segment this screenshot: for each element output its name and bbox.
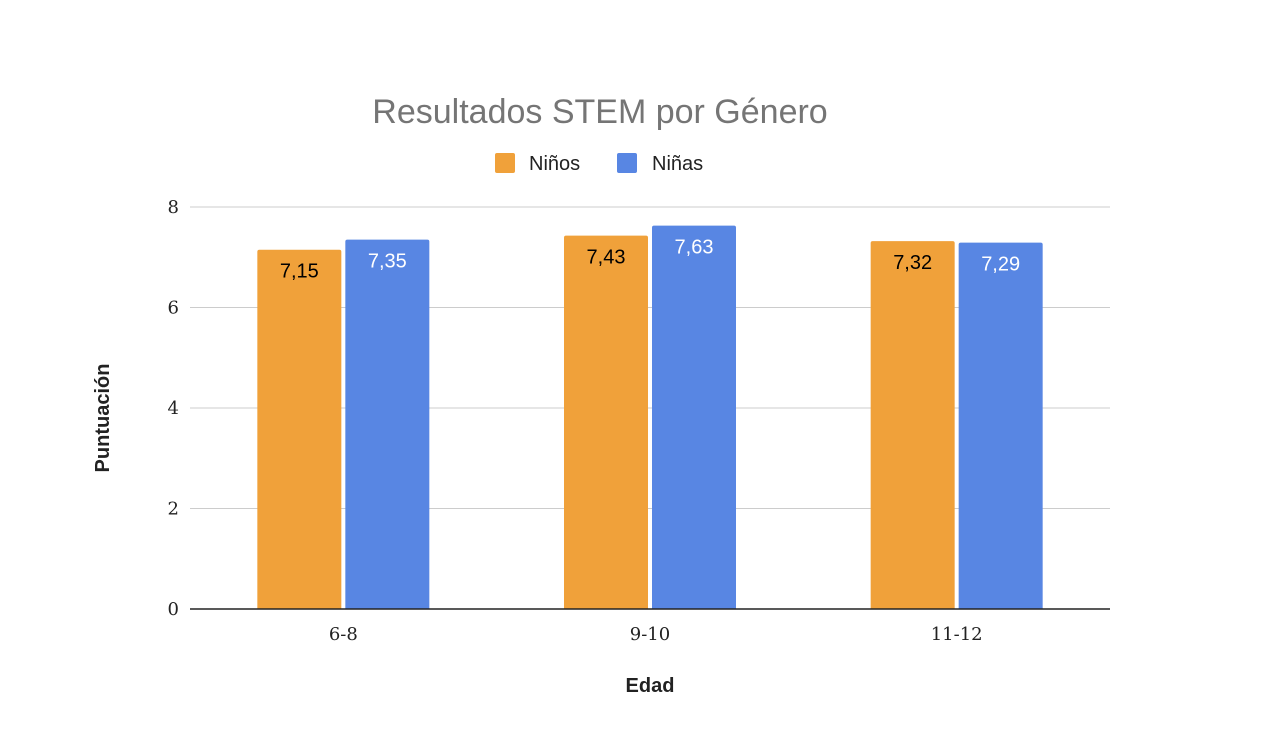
- bar-nios-9-10[interactable]: [564, 235, 648, 609]
- bar-nias-11-12[interactable]: [958, 242, 1043, 610]
- bar-nios-11-12[interactable]: [870, 241, 955, 610]
- legend-swatch-ninos: [495, 153, 515, 173]
- bars: [257, 225, 1043, 610]
- gridlines: [190, 206, 1110, 509]
- bar-nias-9-10[interactable]: [652, 225, 736, 609]
- bar-nios-6-8[interactable]: [257, 249, 342, 609]
- y-tick-label: 8: [168, 197, 179, 218]
- legend-item-ninos[interactable]: Niños: [495, 153, 580, 175]
- data-label: 7,63: [675, 237, 714, 259]
- x-tick-label: 6-8: [329, 624, 358, 645]
- y-tick-label: 6: [168, 298, 179, 319]
- x-tick-label: 9-10: [630, 624, 670, 645]
- legend-item-ninas[interactable]: Niñas: [617, 153, 703, 175]
- bar-labels: 7,15 7,35 7,43 7,63 7,32 7,29: [280, 237, 1020, 283]
- chart-title: Resultados STEM por Género: [372, 93, 827, 131]
- data-label: 7,15: [280, 261, 319, 283]
- y-tick-label: 2: [168, 499, 179, 520]
- data-label: 7,35: [368, 251, 407, 273]
- y-axis-title: Puntuación: [92, 364, 114, 473]
- y-axis-ticks: 0 2 4 6 8: [168, 197, 179, 620]
- bar-nias-6-8[interactable]: [345, 239, 430, 609]
- y-tick-label: 0: [168, 599, 179, 620]
- x-axis-title: Edad: [626, 675, 675, 697]
- legend-label-ninos: Niños: [529, 153, 580, 175]
- x-tick-label: 11-12: [931, 624, 983, 645]
- data-label: 7,32: [893, 252, 932, 274]
- legend: Niños Niñas: [495, 153, 703, 175]
- data-label: 7,29: [981, 254, 1020, 276]
- legend-swatch-ninas: [617, 153, 637, 173]
- legend-label-ninas: Niñas: [652, 153, 703, 175]
- y-tick-label: 4: [168, 398, 179, 419]
- x-axis-ticks: 6-8 9-10 11-12: [329, 624, 983, 645]
- data-label: 7,43: [587, 247, 626, 269]
